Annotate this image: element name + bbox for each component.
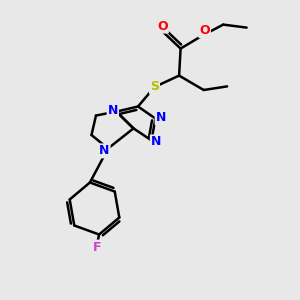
Text: O: O (157, 20, 168, 33)
Text: N: N (108, 104, 118, 118)
Text: O: O (199, 24, 210, 37)
Text: N: N (99, 144, 110, 158)
Text: N: N (151, 135, 161, 148)
Text: F: F (93, 241, 102, 254)
Text: S: S (150, 80, 159, 94)
Text: N: N (156, 111, 166, 124)
